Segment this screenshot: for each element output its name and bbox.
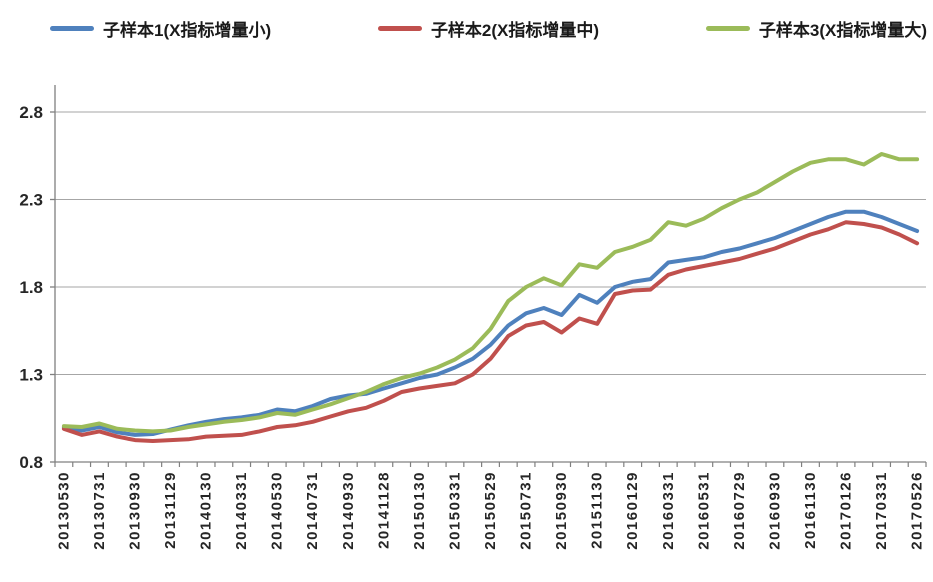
chart-legend: 子样本1(X指标增量小) 子样本2(X指标增量中) 子样本3(X指标增量大) <box>50 16 927 41</box>
y-axis-label: 2.3 <box>19 191 43 210</box>
x-axis-label: 20160331 <box>660 471 677 550</box>
legend-item-series1: 子样本1(X指标增量小) <box>50 16 271 41</box>
y-axis-label: 1.8 <box>19 278 43 297</box>
x-axis-label: 20140331 <box>233 471 250 550</box>
x-axis-label: 20160729 <box>731 471 748 550</box>
y-axis-label: 2.8 <box>19 103 43 122</box>
legend-item-series2: 子样本2(X指标增量中) <box>377 16 600 41</box>
legend-line-swatch-green <box>705 26 750 31</box>
legend-label-series3: 子样本3(X指标增量大) <box>758 21 927 40</box>
x-axis-label: 20150930 <box>553 471 570 550</box>
x-axis-label: 20151130 <box>589 471 606 549</box>
x-axis-label: 20140930 <box>340 471 357 550</box>
legend-label-series1: 子样本1(X指标增量小) <box>103 21 272 40</box>
y-axis-label: 1.3 <box>19 366 43 385</box>
x-axis-label: 20160531 <box>695 471 712 550</box>
legend-item-series3: 子样本3(X指标增量大) <box>705 16 927 41</box>
x-axis-label: 20150130 <box>411 471 428 550</box>
x-axis-label: 20161130 <box>802 471 819 549</box>
x-axis-label: 20170526 <box>909 471 926 550</box>
y-axis-label: 0.8 <box>19 453 43 472</box>
series-line-1 <box>61 209 920 437</box>
x-axis-label: 20160129 <box>624 471 641 550</box>
legend-line-swatch-blue <box>50 26 94 31</box>
series-line-3 <box>61 152 920 434</box>
x-axis-label: 20140130 <box>198 471 215 550</box>
x-axis-label: 20150529 <box>482 471 499 550</box>
x-axis-label: 20150731 <box>518 471 535 550</box>
x-axis-label: 20170126 <box>838 471 855 550</box>
legend-label-series2: 子样本2(X指标增量中) <box>430 21 600 40</box>
x-axis-label: 20141128 <box>375 471 392 549</box>
x-axis-label: 20160930 <box>766 471 783 550</box>
x-axis-label: 20140530 <box>269 471 286 550</box>
x-axis-label: 20130530 <box>55 471 72 550</box>
x-axis-label: 20140731 <box>304 471 321 550</box>
x-axis-label: 20131129 <box>162 471 179 549</box>
x-axis-label: 20150331 <box>446 471 463 550</box>
x-axis-label: 20130731 <box>91 471 108 550</box>
x-axis-label: 20170331 <box>873 471 890 550</box>
legend-line-swatch-red <box>377 26 422 31</box>
x-axis-label: 20130930 <box>126 471 143 550</box>
series-line-2 <box>61 220 920 443</box>
